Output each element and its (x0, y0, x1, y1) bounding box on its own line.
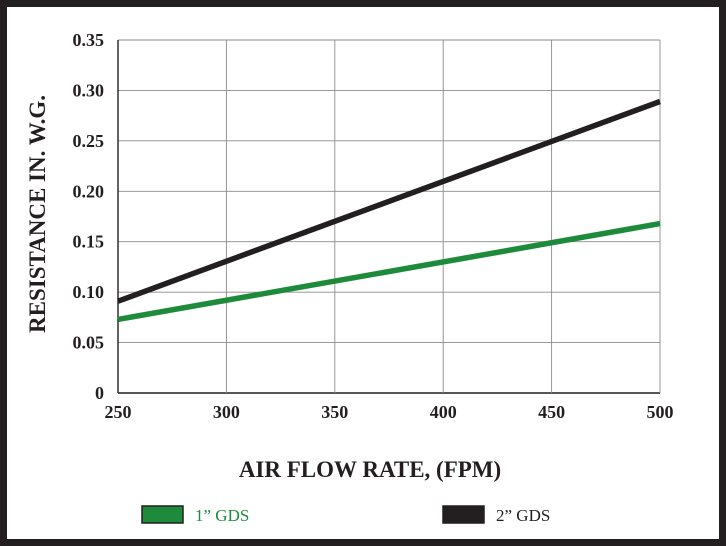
y-tick-label: 0 (95, 383, 104, 403)
legend-swatch (442, 505, 485, 524)
x-tick-label: 250 (105, 402, 132, 422)
legend-label: 2” GDS (496, 506, 550, 525)
series-line (117, 220, 661, 323)
legend-swatch (141, 505, 184, 524)
legend: 1” GDS 2” GDS (141, 505, 550, 525)
y-axis-label: RESISTANCE IN. W.G. (25, 95, 50, 333)
grid-lines (117, 39, 661, 394)
y-tick-label: 0.05 (73, 333, 105, 353)
series-lines (117, 98, 661, 323)
x-tick-label: 500 (647, 402, 674, 422)
x-tick-label: 350 (321, 402, 348, 422)
y-tick-label: 0.20 (73, 181, 105, 201)
x-axis-label: AIR FLOW RATE, (FPM) (239, 457, 501, 482)
x-tick-label: 450 (538, 402, 565, 422)
legend-label: 1” GDS (195, 506, 249, 525)
x-tick-labels: 250 300 350 400 450 500 (105, 402, 674, 422)
y-tick-labels: 0 0.05 0.10 0.15 0.20 0.25 0.30 0.35 (73, 30, 105, 403)
y-tick-label: 0.30 (73, 80, 105, 100)
x-tick-label: 300 (213, 402, 240, 422)
y-tick-label: 0.15 (73, 232, 105, 252)
y-tick-label: 0.25 (73, 131, 105, 151)
y-tick-label: 0.35 (73, 30, 105, 50)
x-tick-label: 400 (430, 402, 457, 422)
series-line (117, 98, 661, 304)
y-tick-label: 0.10 (73, 282, 105, 302)
